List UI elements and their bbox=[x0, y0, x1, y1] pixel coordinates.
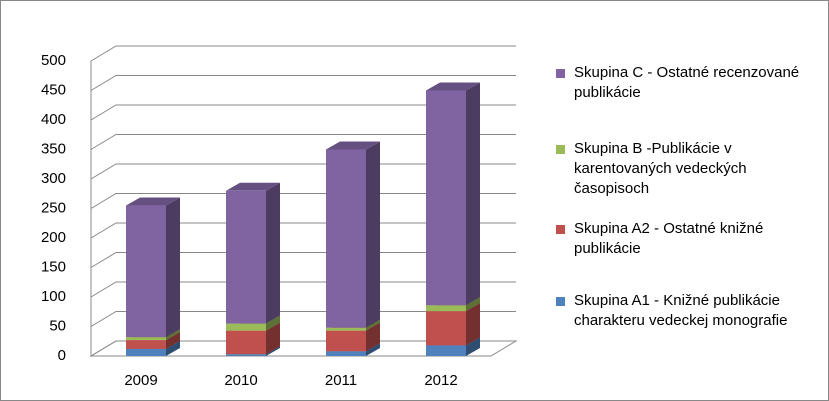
bar-segment bbox=[126, 197, 180, 338]
grid-line bbox=[90, 75, 516, 91]
bar-side bbox=[166, 332, 180, 349]
x-tick-label: 2010 bbox=[224, 372, 257, 389]
bar-segment bbox=[426, 82, 480, 306]
grid-line bbox=[90, 134, 516, 150]
bar-side bbox=[366, 141, 380, 328]
x-tick-label: 2012 bbox=[424, 372, 457, 389]
bar-side bbox=[466, 303, 480, 346]
legend-label: Skupina C - Ostatné recenzované publikác… bbox=[574, 64, 800, 101]
grid-line bbox=[90, 340, 516, 357]
grid-line bbox=[90, 311, 516, 327]
bar-front bbox=[326, 327, 366, 331]
x-tick-label: 2011 bbox=[325, 372, 357, 389]
y-tick-label: 150 bbox=[41, 258, 66, 275]
legend-item: Skupina A1 - Knižné publikácie charakter… bbox=[556, 291, 821, 331]
legend-label: Skupina B -Publikácie v karentovaných ve… bbox=[574, 140, 747, 197]
legend-swatch bbox=[556, 225, 565, 234]
y-tick-label: 100 bbox=[41, 288, 66, 305]
bar-side bbox=[266, 322, 280, 355]
legend-swatch bbox=[556, 69, 565, 78]
bar-front bbox=[126, 205, 166, 338]
legend-item: Skupina B -Publikácie v karentovaných ve… bbox=[556, 139, 821, 199]
y-tick-label: 0 bbox=[58, 347, 66, 364]
plot: 0 50 100 150 200 250 300 350 400 450 500 2009 2010 20… bbox=[41, 45, 518, 389]
bar-side bbox=[266, 315, 280, 331]
legend-item: Skupina A2 - Ostatné knižné publikácie bbox=[556, 219, 821, 259]
grid-line bbox=[90, 193, 516, 209]
bar-front bbox=[226, 354, 266, 356]
bar-segment bbox=[226, 182, 280, 324]
y-tick-label: 400 bbox=[41, 111, 66, 128]
y-tick-label: 250 bbox=[41, 199, 66, 216]
bar-side bbox=[466, 82, 480, 306]
bar-side bbox=[166, 329, 180, 341]
bar-side bbox=[266, 346, 280, 356]
bar-side bbox=[166, 197, 180, 338]
bar-side bbox=[366, 319, 380, 331]
grid-line bbox=[90, 281, 516, 298]
bar-side bbox=[466, 337, 480, 356]
legend-label: Skupina A1 - Knižné publikácie charakter… bbox=[574, 292, 788, 329]
bar-top bbox=[426, 82, 480, 91]
x-tick-label: 2009 bbox=[124, 372, 157, 389]
bar-front bbox=[126, 348, 166, 356]
grid-line bbox=[90, 45, 516, 62]
bar-front bbox=[426, 345, 466, 356]
y-tick-label: 350 bbox=[41, 140, 66, 157]
bar-front bbox=[326, 330, 366, 352]
legend-label: Skupina A2 - Ostatné knižné publikácie bbox=[574, 220, 764, 257]
bar-front bbox=[126, 337, 166, 341]
legend-swatch bbox=[556, 145, 565, 154]
bar-side bbox=[266, 182, 280, 324]
grid-line bbox=[90, 222, 516, 239]
bar-side bbox=[466, 297, 480, 312]
bar-front bbox=[226, 190, 266, 324]
legend-swatch bbox=[556, 297, 565, 306]
bar-side bbox=[366, 343, 380, 356]
bar-front bbox=[326, 149, 366, 328]
bar-top bbox=[126, 197, 180, 206]
bar-side bbox=[166, 340, 180, 356]
bar-front bbox=[426, 311, 466, 346]
grid-line bbox=[90, 163, 516, 180]
bar-segment bbox=[326, 141, 380, 328]
y-tick-label: 450 bbox=[41, 81, 66, 98]
y-tick-label: 200 bbox=[41, 229, 66, 246]
bar-front bbox=[226, 330, 266, 355]
legend-item: Skupina C - Ostatné recenzované publikác… bbox=[556, 63, 821, 103]
bar-front bbox=[326, 351, 366, 356]
y-tick-label: 500 bbox=[41, 52, 66, 69]
bar-front bbox=[126, 340, 166, 349]
bar-front bbox=[426, 90, 466, 306]
bar-top bbox=[326, 141, 380, 150]
bar-front bbox=[426, 305, 466, 312]
y-tick-label: 50 bbox=[49, 317, 66, 334]
grid-line bbox=[90, 104, 516, 121]
grid-line bbox=[90, 252, 516, 268]
bar-side bbox=[366, 322, 380, 352]
bar-top bbox=[226, 182, 280, 191]
bar-front bbox=[226, 323, 266, 331]
y-tick-label: 300 bbox=[41, 170, 66, 187]
